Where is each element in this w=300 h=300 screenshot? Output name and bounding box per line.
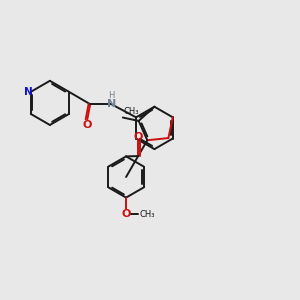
Text: O: O [122,209,131,219]
Text: CH₃: CH₃ [140,210,155,219]
Text: N: N [107,99,116,109]
Text: N: N [24,87,33,97]
Text: O: O [134,132,143,142]
Text: H: H [108,91,115,100]
Text: CH₃: CH₃ [124,107,140,116]
Text: O: O [82,120,92,130]
